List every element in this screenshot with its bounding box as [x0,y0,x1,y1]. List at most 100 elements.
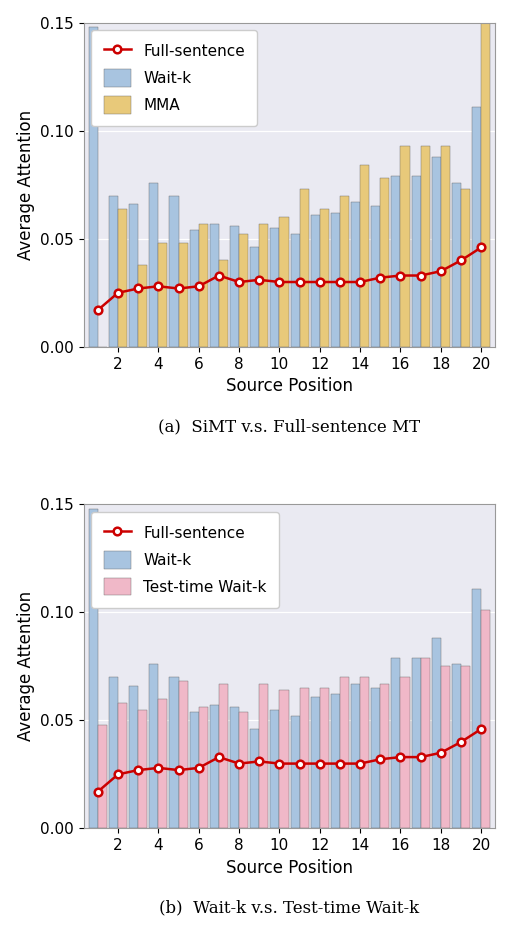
Full-sentence [337,276,343,288]
Full-sentence [438,747,444,758]
Full-sentence [397,270,403,281]
Bar [351,202,360,347]
Full-sentence [276,758,283,770]
Full-sentence [377,754,383,765]
Bar [89,27,98,347]
Bar [109,677,118,828]
Full-sentence [296,276,303,288]
Bar [441,146,450,347]
Bar [461,666,470,828]
Bar [230,226,239,347]
Bar [311,697,320,828]
Bar [259,223,268,347]
Bar [371,206,380,347]
Full-sentence [438,265,444,276]
Line: Full-sentence: Full-sentence [94,244,485,314]
Bar [150,664,158,828]
Bar [441,666,450,828]
Full-sentence [155,762,161,773]
Bar [199,707,208,828]
Bar [452,182,461,347]
Bar [239,234,248,347]
Bar [481,610,490,828]
Full-sentence [176,283,182,294]
Bar [259,684,268,828]
Bar [380,684,390,828]
Line: Full-sentence: Full-sentence [94,725,485,796]
Bar [270,228,280,347]
Full-sentence [337,758,343,770]
Bar [300,688,309,828]
Full-sentence [216,270,222,281]
Bar [481,22,490,347]
Bar [380,178,390,347]
Bar [179,243,187,347]
Bar [290,234,300,347]
Bar [129,205,138,347]
Full-sentence [478,724,484,735]
Bar [311,215,320,347]
Full-sentence [115,769,121,780]
Full-sentence [95,304,101,316]
Full-sentence [418,270,424,281]
Bar [219,684,228,828]
Bar [421,146,430,347]
Bar [280,218,288,347]
Bar [472,107,481,347]
Bar [400,146,410,347]
X-axis label: Source Position: Source Position [226,377,353,395]
Bar [210,223,219,347]
Bar [158,243,167,347]
Full-sentence [397,752,403,763]
Bar [452,664,461,828]
Bar [290,716,300,828]
Full-sentence [115,287,121,298]
Bar [400,677,410,828]
Full-sentence [135,283,141,294]
Full-sentence [418,752,424,763]
Full-sentence [458,736,464,747]
Bar [118,208,127,347]
Bar [360,677,369,828]
Bar [412,177,421,347]
Bar [138,710,147,828]
Bar [210,705,219,828]
Bar [230,707,239,828]
Bar [219,261,228,347]
Bar [360,165,369,347]
Bar [118,703,127,828]
Full-sentence [176,764,182,775]
Text: (b)  Wait-k v.s. Test-time Wait-k: (b) Wait-k v.s. Test-time Wait-k [159,899,419,917]
Bar [250,729,259,828]
Bar [432,157,441,347]
Bar [331,213,340,347]
Full-sentence [256,756,262,767]
Full-sentence [155,281,161,292]
Bar [320,208,329,347]
Bar [432,638,441,828]
Bar [331,694,340,828]
Bar [98,725,107,828]
Bar [270,710,280,828]
Bar [351,684,360,828]
Y-axis label: Average Attention: Average Attention [17,591,35,742]
Bar [109,195,118,347]
Y-axis label: Average Attention: Average Attention [17,109,35,260]
Full-sentence [256,275,262,286]
Bar [129,686,138,828]
Bar [169,677,179,828]
Full-sentence [296,758,303,770]
Bar [421,658,430,828]
Text: (a)  SiMT v.s. Full-sentence MT: (a) SiMT v.s. Full-sentence MT [158,418,420,435]
Full-sentence [196,281,202,292]
Full-sentence [357,758,363,770]
Bar [150,182,158,347]
Bar [320,688,329,828]
Bar [280,690,288,828]
X-axis label: Source Position: Source Position [226,858,353,877]
Bar [179,682,187,828]
Full-sentence [357,276,363,288]
Bar [138,264,147,347]
Bar [169,195,179,347]
Full-sentence [196,762,202,773]
